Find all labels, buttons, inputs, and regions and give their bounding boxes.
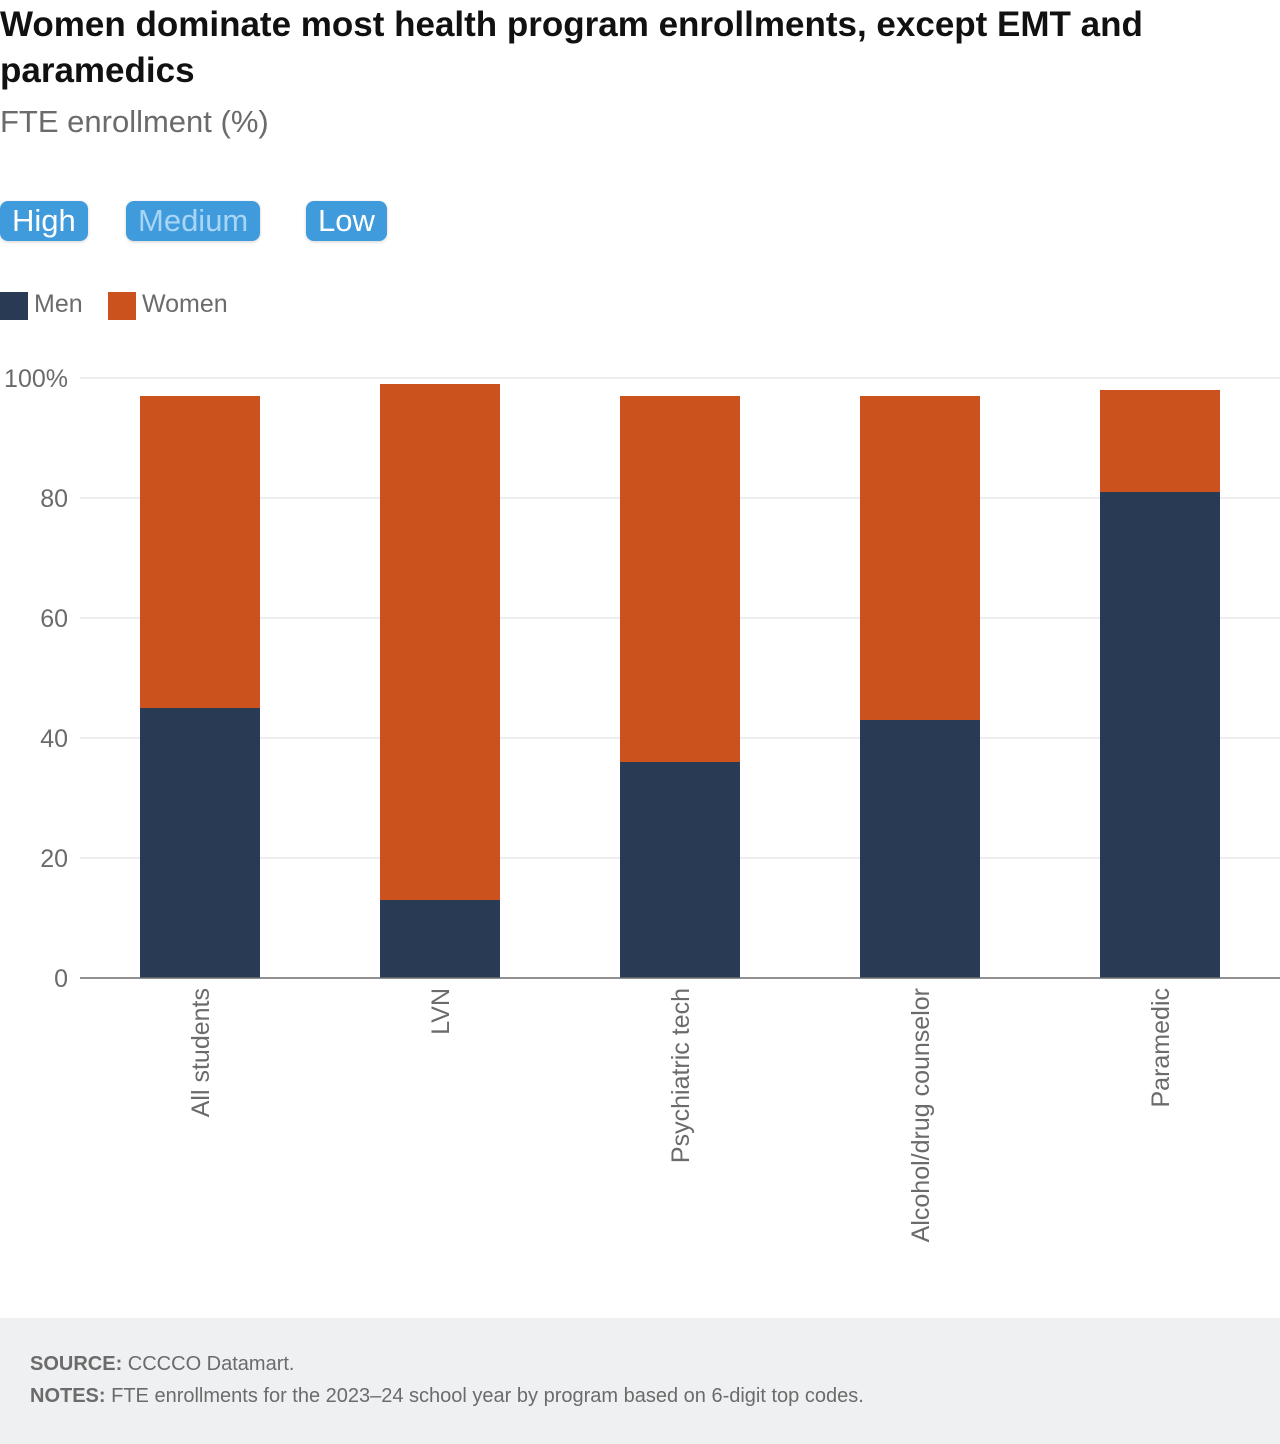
bar-men-1	[380, 900, 500, 978]
source-label: SOURCE:	[30, 1353, 123, 1375]
toggle-medium-button[interactable]: Medium	[126, 201, 261, 241]
chart-title: Women dominate most health program enrol…	[0, 5, 1143, 90]
bar-women-4	[1100, 390, 1220, 492]
x-tick-label: All students	[187, 988, 215, 1117]
legend-swatch-women	[108, 292, 136, 320]
bar-men-0	[140, 708, 260, 978]
notes-label: NOTES:	[30, 1385, 106, 1407]
y-tick-label: 80	[40, 485, 68, 513]
chart-subtitle: FTE enrollment (%)	[0, 104, 269, 139]
x-tick-label: Psychiatric tech	[667, 988, 695, 1163]
bar-men-3	[860, 720, 980, 978]
footer: SOURCE: CCCCO Datamart. NOTES: FTE enrol…	[0, 1318, 1280, 1444]
bar-women-1	[380, 384, 500, 900]
x-tick-label: Paramedic	[1147, 988, 1175, 1108]
legend-swatch-men	[0, 292, 28, 320]
source-note: SOURCE: CCCCO Datamart.	[30, 1353, 294, 1376]
x-tick-label: LVN	[427, 988, 455, 1035]
bar-women-3	[860, 396, 980, 720]
notes-text: FTE enrollments for the 2023–24 school y…	[105, 1385, 864, 1407]
bar-women-2	[620, 396, 740, 762]
toggle-high-button[interactable]: High	[0, 201, 88, 241]
x-tick-label: Alcohol/drug counselor	[907, 988, 935, 1242]
y-tick-label: 20	[40, 845, 68, 873]
bar-men-2	[620, 762, 740, 978]
toggle-low-button[interactable]: Low	[306, 201, 387, 241]
legend-label-men: Men	[34, 290, 83, 318]
stacked-bar-chart: 0 20 40 60 80 100% All students LVN Psychiatric …	[4, 365, 1280, 1242]
bar-men-4	[1100, 492, 1220, 978]
legend-label-women: Women	[142, 290, 228, 318]
source-text: CCCCO Datamart.	[122, 1353, 295, 1375]
y-tick-label: 60	[40, 605, 68, 633]
y-tick-label: 0	[54, 965, 68, 993]
notes-note: NOTES: FTE enrollments for the 2023–24 s…	[30, 1385, 864, 1408]
bar-women-0	[140, 396, 260, 708]
y-tick-label: 100%	[4, 365, 68, 393]
y-tick-label: 40	[40, 725, 68, 753]
